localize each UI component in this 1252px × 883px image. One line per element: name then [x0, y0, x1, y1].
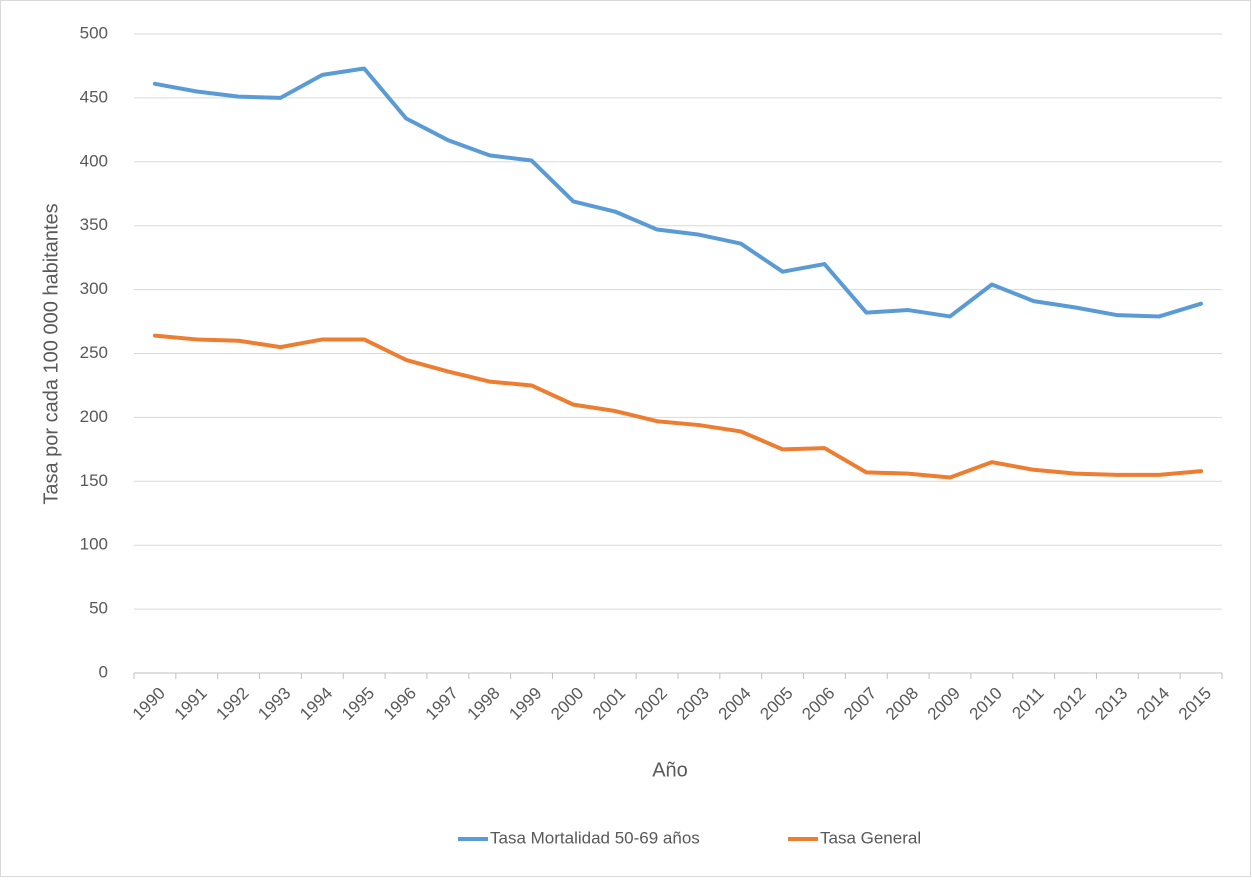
x-axis-title: Año	[652, 759, 688, 781]
y-tick-label: 350	[80, 215, 108, 234]
series-line	[152, 66, 1204, 319]
y-tick-label: 400	[80, 151, 108, 170]
y-tick-label: 250	[80, 343, 108, 362]
legend-label: Tasa Mortalidad 50-69 años	[490, 828, 700, 847]
y-tick-label: 100	[80, 535, 108, 554]
y-tick-label: 150	[80, 471, 108, 490]
legend-label: Tasa General	[820, 828, 921, 847]
y-tick-label: 50	[89, 599, 108, 618]
y-axis-title: Tasa por cada 100 000 habitantes	[40, 203, 62, 504]
y-tick-label: 300	[80, 279, 108, 298]
y-tick-label: 0	[99, 662, 108, 681]
y-tick-label: 450	[80, 87, 108, 106]
series-line	[152, 333, 1204, 480]
y-tick-label: 500	[80, 23, 108, 42]
y-tick-label: 200	[80, 407, 108, 426]
